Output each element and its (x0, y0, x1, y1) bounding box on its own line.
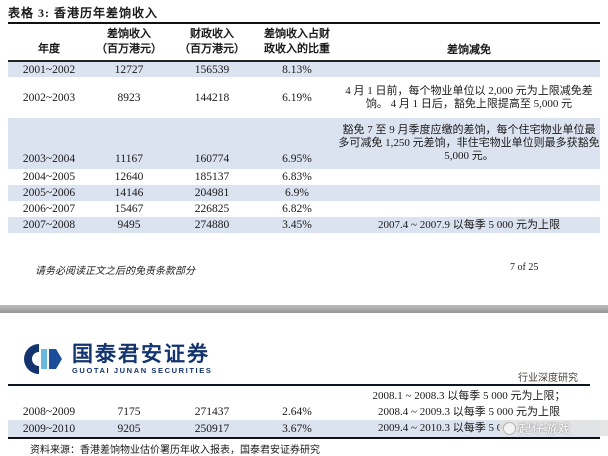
cell-remission: 豁免 7 至 9 月季度应缴的差饷，每个住宅物业单位最多可减免 1,250 元差… (338, 124, 600, 162)
cell-year: 2008~2009 (22, 406, 76, 418)
cell-fiscal: 160774 (194, 153, 230, 165)
cell-pct: 3.45% (282, 219, 312, 231)
header-line: 政收入的比重 (264, 43, 330, 55)
cell-year (8, 388, 90, 404)
cell-remission: 2008.1 ~ 2008.3 以每季 5 000 元为上限； (372, 389, 566, 402)
cell-fiscal: 185137 (194, 171, 230, 183)
brand-name: 国泰君安证券 GUOTAI JUNAN SECURITIES (72, 343, 213, 376)
cell-remission (338, 62, 600, 77)
cell-rates (90, 388, 168, 404)
header-line: （百万港元） (179, 43, 245, 55)
cell-year: 2005~2006 (22, 187, 76, 199)
cell-year: 2002~2003 (22, 91, 76, 104)
cell-rates: 8923 (117, 91, 141, 104)
table-row: 2007~2008 9495 274880 3.45% 2007.4 ~ 200… (8, 217, 600, 233)
cell-rates: 14146 (114, 187, 144, 199)
header-fiscal-revenue: 财政收入 （百万港元） (168, 27, 256, 57)
header-line: 差饷收入占财 (264, 28, 330, 40)
cell-rates: 7175 (117, 406, 141, 418)
brand-logo: 国泰君安证券 GUOTAI JUNAN SECURITIES (24, 344, 212, 379)
brand-rule (8, 384, 590, 386)
header-remission: 差饷减免 (338, 44, 600, 57)
cell-year: 2007~2008 (22, 219, 76, 231)
header-line: 差饷减免 (447, 44, 491, 56)
brand-name-en: GUOTAI JUNAN SECURITIES (72, 366, 213, 375)
table-row: 2008~2009 7175 271437 2.64% 2008.4 ~ 200… (8, 404, 600, 420)
cell-rates: 9205 (117, 422, 141, 435)
page-break-divider (0, 305, 608, 313)
header-line: 财政收入 (190, 28, 234, 40)
cell-pct: 3.67% (282, 422, 312, 435)
cell-pct (256, 388, 338, 404)
title-rule (8, 22, 600, 24)
cell-pct: 6.82% (282, 203, 312, 215)
cell-pct: 6.19% (282, 91, 312, 104)
page-number: 7 of 25 (510, 262, 539, 273)
header-line: 差饷收入 (107, 28, 151, 40)
disclaimer-text: 请务必阅读正文之后的免责条款部分 (35, 266, 195, 277)
cell-pct: 8.13% (282, 63, 312, 76)
table-row: 2002~2003 8923 144218 6.19% 4 月 1 日前，每个物… (8, 77, 600, 118)
cell-rates: 9495 (117, 219, 141, 231)
table-row: 2004~2005 12640 185137 6.83% (8, 169, 600, 185)
cell-remission: 4 月 1 日前，每个物业单位以 2,000 元为上限减免差饷。 4 月 1 日… (345, 84, 593, 110)
cell-remission (338, 169, 600, 185)
cell-pct: 6.9% (285, 187, 309, 199)
cell-remission (338, 201, 600, 217)
cell-pct: 6.95% (282, 153, 312, 165)
table-row: 2001~2002 12727 156539 8.13% (8, 62, 600, 77)
table-bottom-rule (8, 437, 600, 439)
table-row: 2003~2004 11167 160774 6.95% 豁免 7 至 9 月季… (8, 118, 600, 169)
cell-fiscal: 271437 (194, 406, 230, 418)
cell-fiscal: 144218 (194, 91, 230, 104)
cell-rates: 12640 (114, 171, 144, 183)
cell-remission: 2007.4 ~ 2007.9 以每季 5 000 元为上限 (378, 218, 560, 231)
cell-pct: 6.83% (282, 171, 312, 183)
cell-year: 2009~2010 (22, 422, 76, 435)
header-line: 年度 (38, 43, 60, 55)
cell-fiscal: 274880 (194, 219, 230, 231)
cell-year: 2006~2007 (22, 203, 76, 215)
guotai-junan-logo-icon (24, 344, 62, 379)
table-row: 2006~2007 15467 226825 6.82% (8, 201, 600, 217)
table-row: 2008.1 ~ 2008.3 以每季 5 000 元为上限； (8, 388, 600, 404)
table-title: 表格 3: 香港历年差饷收入 (8, 6, 158, 20)
cell-remission: 2008.4 ~ 2009.3 以每季 5 000 元为上限 (378, 405, 560, 418)
source-note: 资料来源：香港差饷物业估价署历年收入报表，国泰君安证券研究 (30, 445, 320, 456)
cell-remission (338, 185, 600, 201)
table-row: 2005~2006 14146 204981 6.9% (8, 185, 600, 201)
cell-pct: 2.64% (282, 406, 312, 418)
header-ratio: 差饷收入占财 政收入的比重 (256, 27, 338, 57)
watermark-text: 起仔游戏 (519, 421, 572, 436)
header-line: （百万港元） (96, 43, 162, 55)
cell-rates: 15467 (114, 203, 144, 215)
cell-rates: 12727 (114, 63, 144, 76)
brand-name-cn: 国泰君安证券 (72, 343, 210, 366)
watermark-badge: 起仔游戏 (500, 420, 608, 436)
cell-fiscal: 250917 (194, 422, 230, 435)
cell-year: 2004~2005 (22, 171, 76, 183)
report-type-label: 行业深度研究 (518, 373, 578, 384)
cell-fiscal: 226825 (194, 203, 230, 215)
header-year: 年度 (8, 42, 90, 57)
cell-fiscal: 156539 (194, 63, 230, 76)
cell-year: 2003~2004 (22, 153, 76, 165)
cell-fiscal (168, 388, 256, 404)
header-rates-revenue: 差饷收入 （百万港元） (90, 27, 168, 57)
table-header-row: 年度 差饷收入 （百万港元） 财政收入 （百万港元） 差饷收入占财 政收入的比重… (8, 24, 600, 62)
watermark-logo-icon (503, 421, 516, 435)
cell-rates: 11167 (115, 153, 143, 165)
cell-fiscal: 204981 (194, 187, 230, 199)
cell-year: 2001~2002 (22, 63, 76, 76)
